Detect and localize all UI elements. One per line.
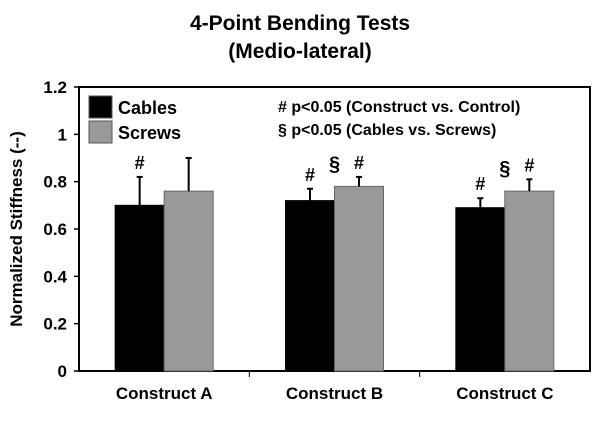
bar-cables bbox=[285, 200, 335, 372]
y-tick-label: 0.8 bbox=[43, 173, 67, 192]
bar-screws bbox=[504, 190, 555, 372]
x-tick-label: Construct C bbox=[456, 384, 553, 403]
y-tick-label: 0.2 bbox=[43, 315, 67, 334]
section-marker: § bbox=[499, 158, 510, 180]
legend-swatch bbox=[88, 120, 113, 144]
bar-screws bbox=[163, 190, 214, 372]
annotation: # p<0.05 (Construct vs. Control) bbox=[278, 99, 520, 116]
bar-cables bbox=[455, 207, 506, 372]
significance-marker: # bbox=[475, 174, 485, 194]
annotation: § p<0.05 (Cables vs. Screws) bbox=[278, 122, 496, 139]
x-tick-label: Construct B bbox=[286, 384, 383, 403]
y-tick-label: 0.4 bbox=[43, 267, 67, 286]
y-axis-label: Normalized Stiffness (--) bbox=[7, 131, 26, 327]
legend-label: Cables bbox=[118, 98, 177, 118]
y-tick-label: 0 bbox=[58, 362, 67, 381]
x-tick-label: Construct A bbox=[116, 384, 213, 403]
significance-marker: # bbox=[354, 153, 364, 173]
y-tick-label: 0.6 bbox=[43, 220, 67, 239]
section-marker: § bbox=[329, 153, 340, 175]
significance-marker: # bbox=[135, 153, 145, 173]
significance-marker: # bbox=[305, 165, 315, 185]
legend-label: Screws bbox=[118, 123, 181, 143]
bar-cables bbox=[114, 204, 165, 372]
y-tick-label: 1.2 bbox=[43, 78, 67, 97]
chart-subtitle: (Medio-lateral) bbox=[228, 40, 372, 63]
legend-swatch bbox=[88, 95, 113, 119]
y-tick-label: 1 bbox=[58, 125, 67, 144]
significance-marker: # bbox=[524, 155, 534, 175]
bar-screws bbox=[334, 185, 384, 372]
chart-title: 4-Point Bending Tests bbox=[190, 12, 410, 35]
